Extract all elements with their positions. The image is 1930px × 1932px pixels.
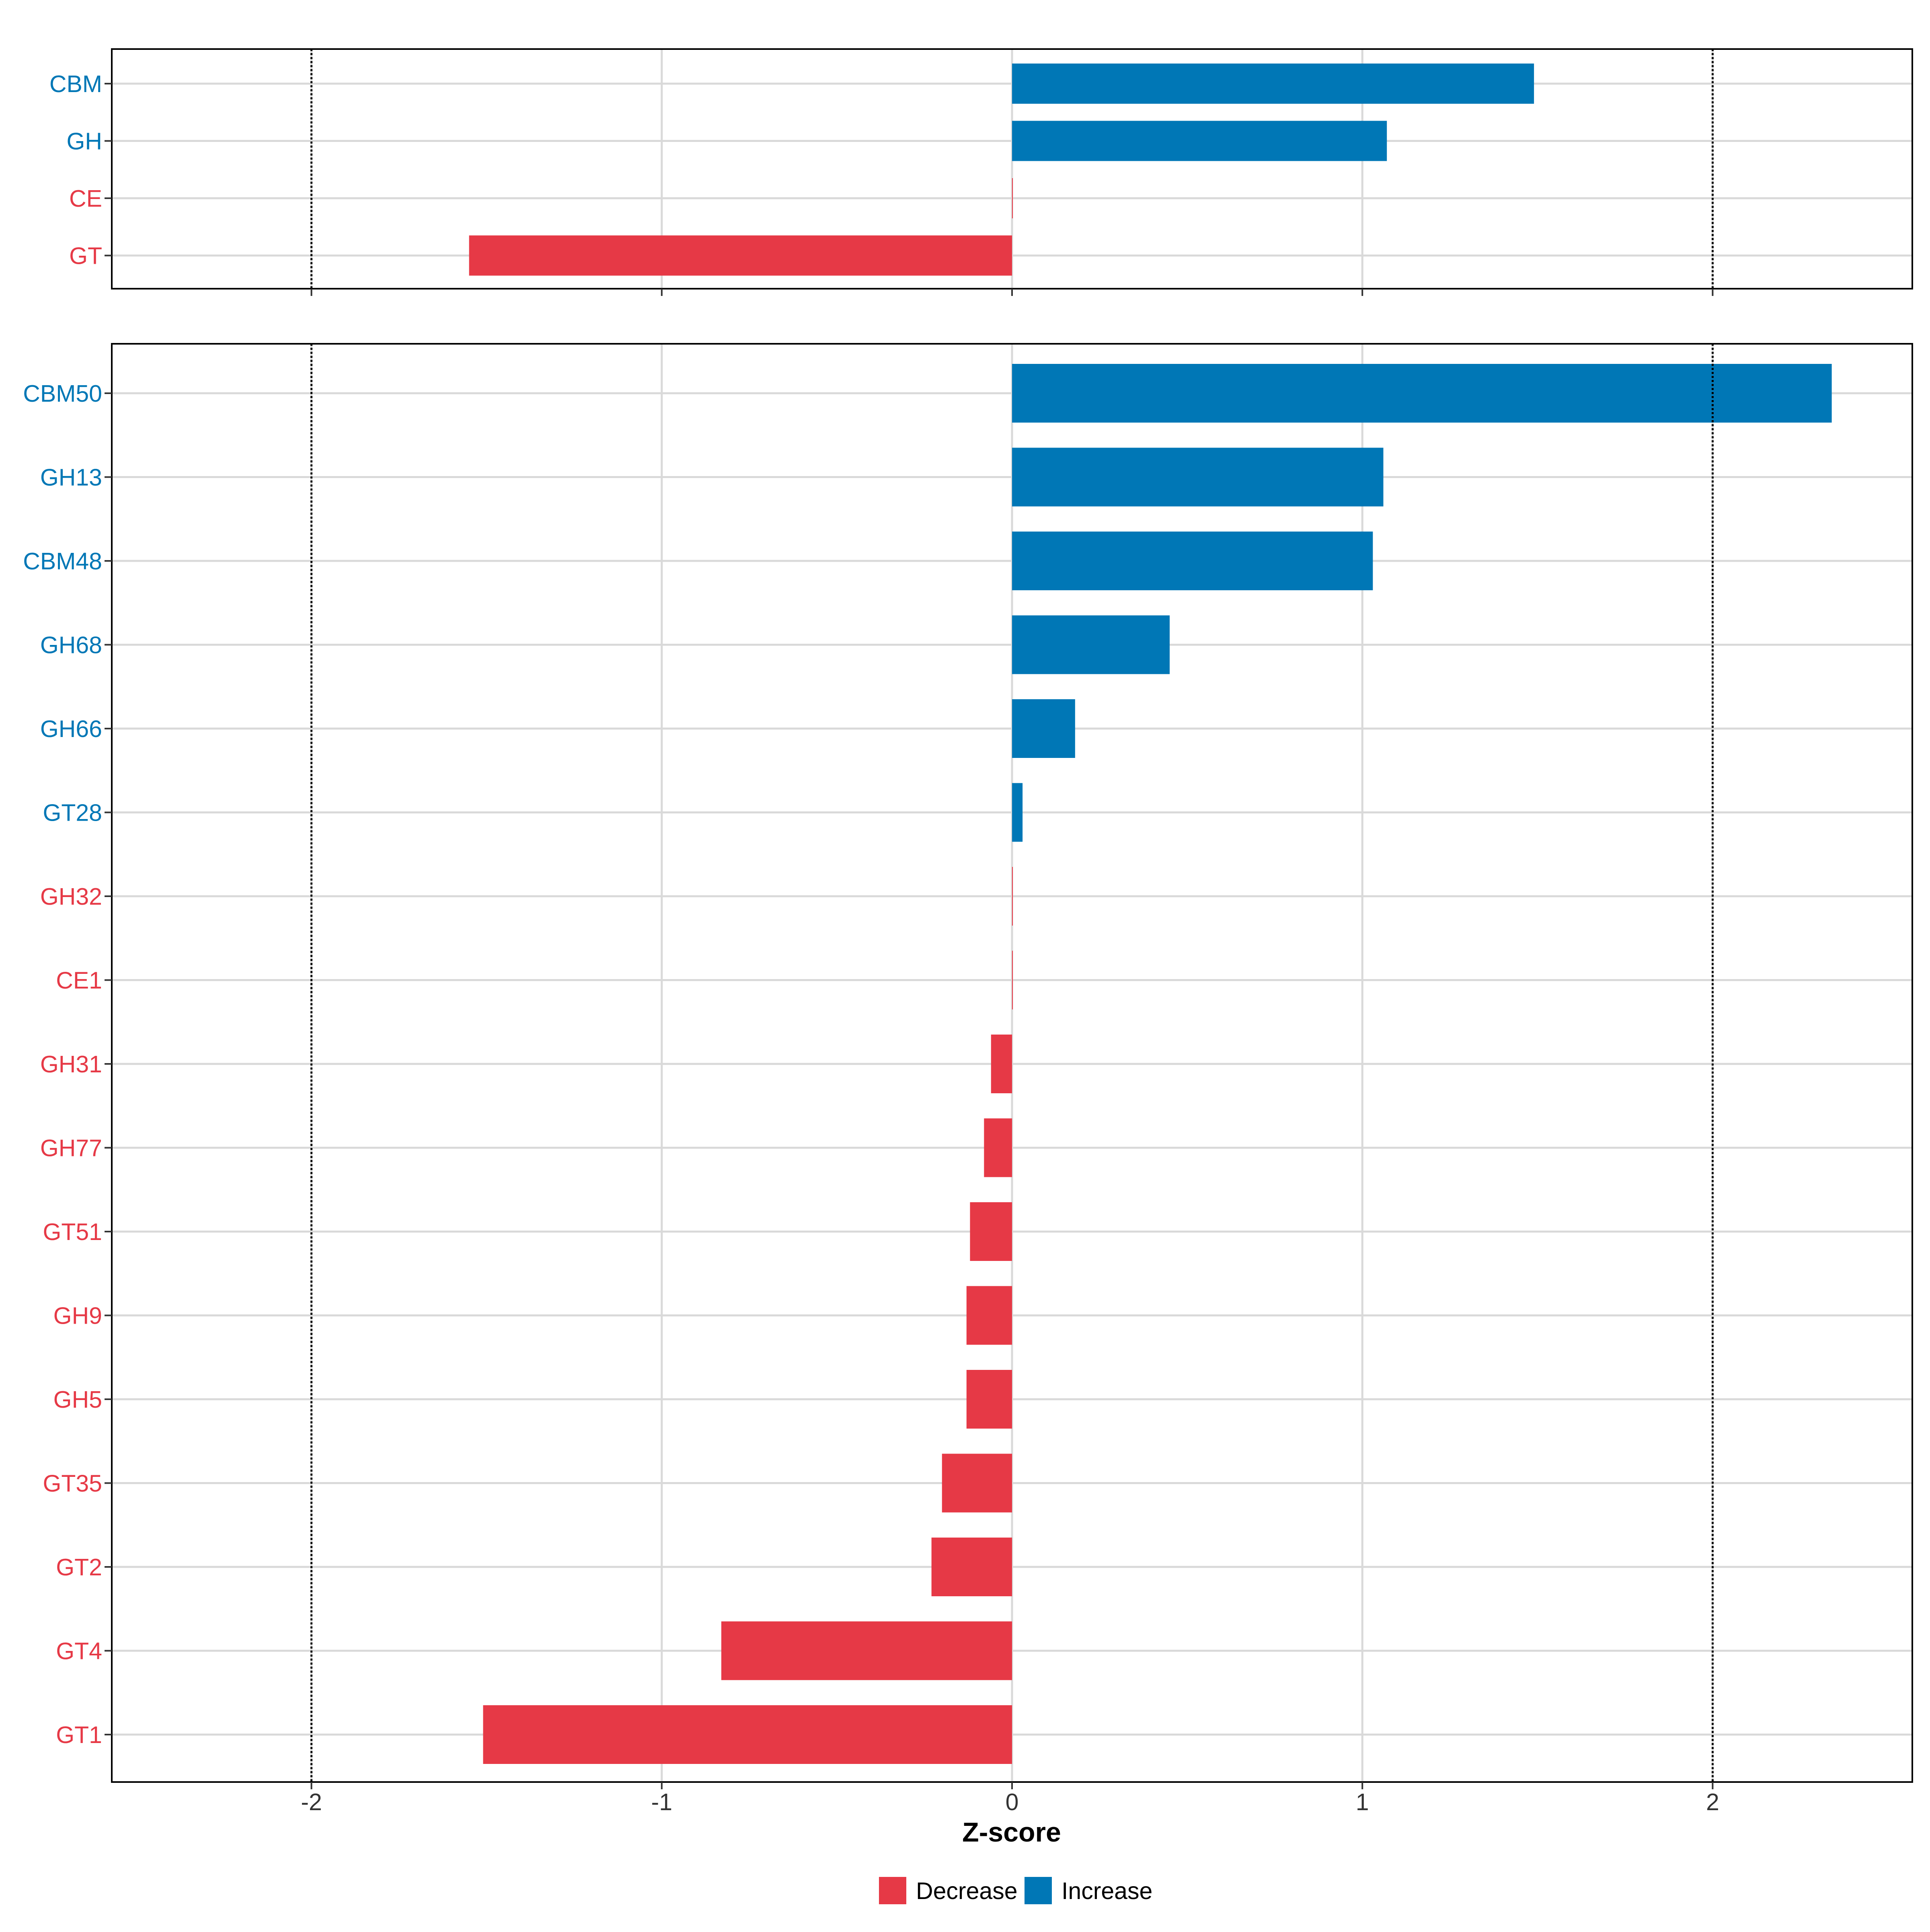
bar-gt28 <box>1012 783 1023 842</box>
bar-gh32 <box>1012 867 1013 926</box>
x-axis-title: Z-score <box>962 1817 1061 1848</box>
y-tick-label-gh32: GH32 <box>40 883 102 910</box>
bar-gh68 <box>1012 615 1170 674</box>
bottom-panel: CBM50 GH13 CBM48 GH68 GH66 GT28 GH32 CE1 GH31 GH7… <box>23 343 1913 1789</box>
y-tick-label-cbm48: CBM48 <box>23 548 102 575</box>
bar-gt4 <box>721 1621 1012 1680</box>
x-tick-label: -2 <box>301 1789 322 1815</box>
y-tick-label-gh13: GH13 <box>40 464 102 491</box>
bar-gh66 <box>1012 699 1075 758</box>
y-tick-label-ce: CE <box>69 185 102 212</box>
bar-gh77 <box>984 1118 1012 1177</box>
bar-gh31 <box>991 1035 1012 1093</box>
y-tick-label-gt: GT <box>69 243 102 269</box>
bar-cbm48 <box>1012 532 1373 590</box>
y-tick-label-cbm50: CBM50 <box>23 380 102 407</box>
bar-gh13 <box>1012 448 1384 507</box>
x-tick-label: 1 <box>1356 1789 1369 1815</box>
legend-swatch-decrease <box>879 1877 906 1904</box>
y-tick-label-gh68: GH68 <box>40 632 102 659</box>
legend-label-increase: Increase <box>1062 1878 1152 1904</box>
top-panel: CBM GH CE GT <box>49 48 1913 296</box>
x-axis: -2 -1 0 1 2 <box>301 1789 1719 1815</box>
bar-gt35 <box>942 1454 1012 1513</box>
y-tick-label-gt35: GT35 <box>43 1470 102 1497</box>
bar-gt1 <box>483 1705 1012 1764</box>
y-tick-label-gh9: GH9 <box>53 1303 102 1329</box>
bar-ce <box>1012 178 1013 218</box>
y-tick-label-gh77: GH77 <box>40 1135 102 1162</box>
legend-label-decrease: Decrease <box>916 1878 1018 1904</box>
bar-gt <box>469 235 1012 276</box>
x-tick-label: -1 <box>651 1789 672 1815</box>
bar-cbm50 <box>1012 364 1832 423</box>
y-tick-label-gt1: GT1 <box>56 1722 102 1748</box>
y-tick-label-gt2: GT2 <box>56 1554 102 1581</box>
bar-gh9 <box>966 1286 1012 1345</box>
x-tick-label: 2 <box>1706 1789 1719 1815</box>
bar-cbm <box>1012 64 1534 104</box>
y-tick-label-gh: GH <box>67 128 103 155</box>
legend: Decrease Increase <box>879 1877 1152 1904</box>
x-tick-label: 0 <box>1006 1789 1019 1815</box>
bar-gt51 <box>970 1202 1012 1261</box>
y-tick-label-gh66: GH66 <box>40 716 102 742</box>
y-tick-label-gh31: GH31 <box>40 1051 102 1078</box>
y-tick-label-gt28: GT28 <box>43 800 102 826</box>
bar-gh5 <box>966 1370 1012 1429</box>
bar-ce1 <box>1012 951 1013 1010</box>
y-tick-label-cbm: CBM <box>49 71 102 97</box>
bar-gh <box>1012 121 1387 161</box>
bar-gt2 <box>931 1538 1012 1596</box>
y-tick-label-ce1: CE1 <box>56 967 102 994</box>
y-tick-label-gt51: GT51 <box>43 1219 102 1245</box>
legend-swatch-increase <box>1025 1877 1052 1904</box>
y-tick-label-gt4: GT4 <box>56 1638 102 1665</box>
y-tick-label-gh5: GH5 <box>53 1386 102 1413</box>
